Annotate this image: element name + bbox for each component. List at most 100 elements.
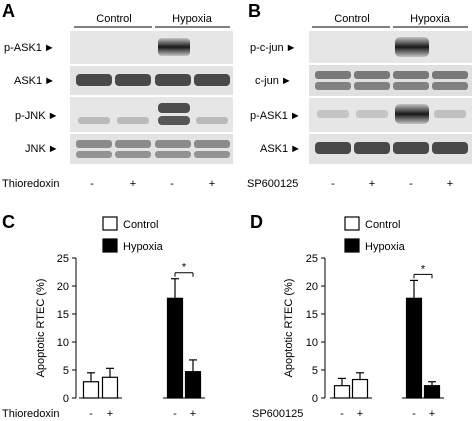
- panel-a-band-p-jnk-faint: [117, 117, 149, 124]
- panel-b-row-label: ASK1 ►: [260, 143, 301, 155]
- panel-a-sign: +: [130, 178, 136, 190]
- legend-label: Control: [123, 219, 158, 231]
- chart-c: 0 5 10 15 20 25 Apoptotic RTEC (%) * - + - + Thiored…: [2, 216, 205, 420]
- panel-a-row-label: ASK1 ►: [14, 75, 55, 87]
- legend-swatch-hypoxia: [102, 238, 118, 253]
- x-tick-label: +: [107, 408, 113, 420]
- panel-a-blot-jnk: [70, 134, 233, 164]
- panel-b-band-c-jun: [354, 82, 390, 90]
- panel-b-band-c-jun: [393, 71, 429, 79]
- y-tick-label: 25: [57, 253, 69, 265]
- panel-a-band-ask1: [155, 74, 191, 86]
- panel-a-letter: A: [2, 1, 15, 21]
- x-tick-label: +: [429, 408, 435, 420]
- panel-b-band-c-jun: [432, 71, 468, 79]
- y-tick-label: 20: [306, 281, 318, 293]
- panel-b-band-c-jun: [432, 82, 468, 90]
- panel-b-sign: -: [331, 178, 335, 190]
- panel-c-letter: C: [2, 212, 15, 232]
- panel-b-group-control: Control: [334, 13, 369, 25]
- bar-control-plus: [351, 378, 369, 399]
- panel-b-group-hypoxia: Hypoxia: [410, 13, 451, 25]
- panel-a-band-jnk: [76, 151, 112, 158]
- bar-control-plus: [101, 376, 119, 399]
- y-axis-label: Apoptotic RTEC (%): [35, 279, 47, 378]
- panel-b-blot-p-c-jun: [309, 31, 472, 63]
- panel-b-band-c-jun: [393, 82, 429, 90]
- panel-b-row-label: c-jun ►: [255, 75, 292, 87]
- panel-b-band-p-c-jun-hypoxia: [395, 37, 429, 57]
- x-treatment-label: SP600125: [252, 408, 303, 420]
- panel-b-band-c-jun: [315, 82, 351, 90]
- panel-b-band-ask1: [354, 142, 390, 154]
- panel-b-band-p-ask1-faint: [356, 110, 388, 118]
- x-tick-label: +: [190, 408, 196, 420]
- legend-label: Hypoxia: [123, 241, 164, 253]
- chart-d: 0 5 10 15 20 25 Apoptotic RTEC (%) * - + - + SP60012…: [252, 216, 444, 420]
- bar-control-minus: [333, 385, 351, 399]
- legend-label: Hypoxia: [365, 241, 406, 253]
- panel-b-sign: +: [369, 178, 375, 190]
- y-tick-label: 20: [57, 281, 69, 293]
- panel-a-band-jnk: [155, 151, 191, 158]
- bar-hypoxia-minus: [405, 297, 423, 399]
- panel-a-row-label: p-ASK1 ►: [4, 42, 55, 54]
- panel-a-band-ask1: [115, 74, 151, 86]
- panel-b-letter: B: [248, 1, 261, 21]
- panel-d: D: [250, 212, 263, 232]
- bar-hypoxia-minus: [166, 297, 184, 399]
- panel-a-band-p-jnk-faint: [196, 117, 228, 124]
- y-tick-label: 25: [306, 253, 318, 265]
- y-tick-label: 10: [306, 337, 318, 349]
- y-tick-label: 5: [312, 365, 318, 377]
- legend-swatch-control: [344, 216, 360, 231]
- x-tick-label: -: [89, 408, 93, 420]
- legend-label: Control: [365, 219, 400, 231]
- panel-a-group-hypoxia: Hypoxia: [172, 13, 213, 25]
- panel-b-band-ask1: [432, 142, 468, 154]
- panel-b-band-ask1: [315, 142, 351, 154]
- y-tick-label: 0: [312, 393, 318, 405]
- x-tick-label: -: [173, 408, 177, 420]
- x-tick-label: -: [340, 408, 344, 420]
- y-tick-label: 15: [306, 309, 318, 321]
- panel-b-row-label: p-ASK1 ►: [250, 110, 301, 122]
- panel-d-letter: D: [250, 212, 263, 232]
- panel-a-band-jnk: [115, 151, 151, 158]
- panel-a-band-ask1: [194, 74, 230, 86]
- x-treatment-label: Thioredoxin: [2, 408, 59, 420]
- panel-a-band-jnk: [155, 140, 191, 148]
- y-tick-label: 15: [57, 309, 69, 321]
- panel-b-band-c-jun: [354, 71, 390, 79]
- panel-b: B Control Hypoxia p-c-jun ► c-jun ► p-ASK1…: [247, 1, 472, 190]
- panel-b-sign: +: [447, 178, 453, 190]
- significance-marker: *: [182, 262, 187, 274]
- panel-a-sign: +: [209, 178, 215, 190]
- bar-control-minus: [82, 381, 100, 399]
- bar-hypoxia-plus: [184, 371, 202, 399]
- panel-a-blot-p-ask1: [70, 31, 233, 64]
- bar-hypoxia-plus: [423, 385, 441, 399]
- panel-b-row-label: p-c-jun ►: [250, 42, 297, 54]
- panel-c: C: [2, 212, 15, 232]
- significance-marker: *: [421, 263, 426, 275]
- panel-a-band-ask1: [76, 74, 112, 86]
- panel-a-row-label: JNK ►: [25, 143, 59, 155]
- y-tick-label: 0: [63, 393, 69, 405]
- panel-a-band-p-jnk-hypoxia: [158, 103, 190, 113]
- panel-b-blot-c-jun: [309, 65, 472, 96]
- panel-b-band-p-ask1-faint: [317, 110, 349, 118]
- panel-a-sign: -: [90, 178, 94, 190]
- panel-b-sign: -: [409, 178, 413, 190]
- panel-a-band-p-jnk-faint: [78, 117, 110, 124]
- panel-a-row-label: p-JNK ►: [15, 110, 58, 122]
- panel-a-treatment-label: Thioredoxin: [2, 178, 59, 190]
- panel-b-band-ask1: [393, 142, 429, 154]
- legend-swatch-hypoxia: [344, 238, 360, 253]
- legend-swatch-control: [102, 216, 118, 231]
- panel-a-group-control: Control: [96, 13, 131, 25]
- panel-b-treatment-label: SP600125: [247, 178, 298, 190]
- y-tick-label: 10: [57, 337, 69, 349]
- panel-b-band-c-jun: [315, 71, 351, 79]
- panel-a-band-jnk: [76, 140, 112, 148]
